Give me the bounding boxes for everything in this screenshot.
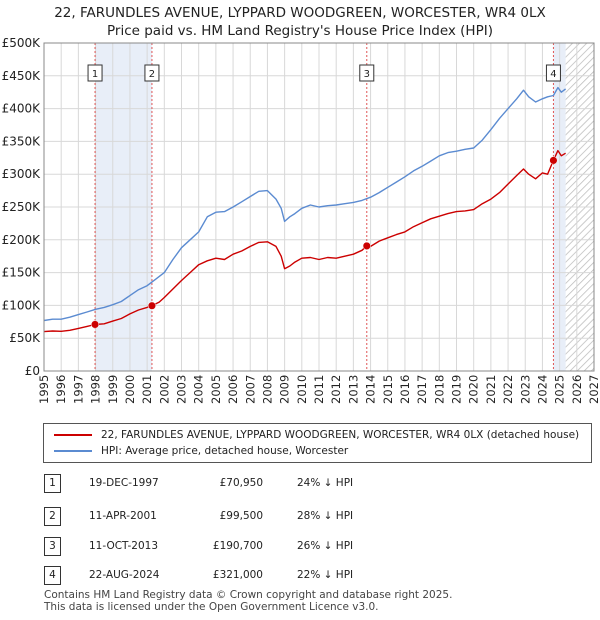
y-tick-label: £0 — [25, 364, 40, 378]
x-tick-label: 2006 — [226, 375, 240, 404]
hpi-series-line — [43, 86, 567, 322]
x-tick-label: 2015 — [381, 375, 395, 404]
footer-license: This data is licensed under the Open Gov… — [44, 601, 379, 613]
table-row: 1 19-DEC-1997 £70,950 24% ↓ HPI — [0, 474, 600, 494]
footer-copyright: Contains HM Land Registry data © Crown c… — [44, 589, 453, 601]
transaction-hpi-delta: 28% ↓ HPI — [297, 510, 354, 522]
y-tick-label: £250K — [2, 200, 42, 214]
transaction-point — [549, 156, 558, 165]
x-tick-label: 2007 — [243, 375, 257, 404]
y-tick-label: £200K — [2, 233, 42, 247]
transaction-date: 22-AUG-2024 — [89, 569, 160, 581]
transaction-number: 4 — [44, 566, 61, 585]
transaction-price: £99,500 — [219, 510, 263, 522]
x-tick-label: 2017 — [415, 375, 429, 404]
transaction-number: 1 — [44, 474, 61, 493]
transaction-point — [362, 241, 371, 250]
legend-swatch-hpi — [54, 450, 92, 452]
legend-swatch-property — [54, 434, 92, 436]
y-tick-label: £450K — [2, 69, 42, 83]
x-tick-label: 2019 — [450, 375, 464, 404]
transaction-point — [147, 301, 156, 310]
x-tick-label: 2018 — [432, 375, 446, 404]
transaction-marker-box — [545, 64, 561, 82]
x-tick-label: 2024 — [535, 375, 549, 404]
table-row: 2 11-APR-2001 £99,500 28% ↓ HPI — [0, 507, 600, 527]
x-tick-label: 2026 — [570, 375, 584, 404]
transaction-price: £190,700 — [212, 540, 263, 552]
transaction-number: 2 — [44, 507, 61, 526]
x-tick-label: 2000 — [123, 375, 137, 404]
x-tick-label: 2027 — [587, 375, 600, 404]
transaction-marker-box — [359, 64, 375, 82]
x-tick-label: 1998 — [89, 375, 103, 404]
transaction-point — [90, 320, 100, 329]
transaction-hpi-delta: 22% ↓ HPI — [297, 569, 354, 581]
transaction-marker-label: 4 — [550, 69, 556, 80]
legend-label-property: 22, FARUNDLES AVENUE, LYPPARD WOODGREEN,… — [101, 429, 580, 441]
legend: 22, FARUNDLES AVENUE, LYPPARD WOODGREEN,… — [43, 423, 592, 463]
x-tick-label: 2002 — [157, 375, 171, 404]
y-tick-label: £50K — [9, 331, 41, 345]
table-row: 4 22-AUG-2024 £321,000 22% ↓ HPI — [0, 566, 600, 586]
x-tick-label: 2003 — [175, 375, 189, 404]
transaction-hpi-delta: 26% ↓ HPI — [297, 540, 354, 552]
transaction-number: 3 — [44, 537, 61, 556]
transaction-hpi-delta: 24% ↓ HPI — [297, 477, 354, 489]
chart-title: 22, FARUNDLES AVENUE, LYPPARD WOODGREEN,… — [0, 4, 600, 40]
x-tick-label: 1995 — [37, 375, 51, 404]
x-tick-label: 2016 — [398, 375, 412, 404]
property-series-line — [43, 149, 566, 333]
legend-item-hpi: HPI: Average price, detached house, Worc… — [54, 443, 348, 459]
footer: Contains HM Land Registry data © Crown c… — [44, 589, 452, 613]
transaction-date: 19-DEC-1997 — [89, 477, 159, 489]
chart-title-line2: Price paid vs. HM Land Registry's House … — [107, 23, 493, 39]
x-tick-label: 2025 — [553, 375, 567, 404]
x-tick-label: 2005 — [209, 375, 223, 404]
legend-item-property: 22, FARUNDLES AVENUE, LYPPARD WOODGREEN,… — [54, 427, 579, 443]
chart: 1 2 3 4 £0 £50K £100K £150K £200K £250K £300K £350… — [2, 36, 600, 404]
y-tick-label: £100K — [2, 298, 42, 312]
x-tick-label: 2008 — [260, 375, 274, 404]
x-tick-label: 2020 — [467, 375, 481, 404]
transaction-marker-label: 2 — [149, 69, 155, 80]
plot-border — [43, 42, 595, 372]
transaction-date: 11-OCT-2013 — [89, 540, 158, 552]
transaction-marker-box — [87, 64, 103, 82]
x-tick-label: 1997 — [71, 375, 85, 404]
transaction-price: £70,950 — [219, 477, 263, 489]
transaction-marker-label: 3 — [364, 69, 370, 80]
y-tick-label: £400K — [2, 102, 42, 116]
x-tick-label: 2001 — [140, 375, 154, 404]
transaction-date: 11-APR-2001 — [89, 510, 157, 522]
transaction-marker-box — [144, 64, 160, 82]
table-row: 3 11-OCT-2013 £190,700 26% ↓ HPI — [0, 537, 600, 557]
x-tick-label: 2010 — [295, 375, 309, 404]
transaction-price: £321,000 — [212, 569, 263, 581]
chart-title-line1: 22, FARUNDLES AVENUE, LYPPARD WOODGREEN,… — [54, 5, 546, 21]
x-tick-label: 2004 — [192, 375, 206, 404]
x-tick-label: 2012 — [329, 375, 343, 404]
x-tick-label: 1996 — [54, 375, 68, 404]
x-tick-label: 2011 — [312, 375, 326, 404]
x-tick-label: 2009 — [278, 375, 292, 404]
x-tick-label: 2014 — [364, 375, 378, 404]
x-tick-label: 2013 — [346, 375, 360, 404]
y-tick-label: £350K — [2, 134, 42, 148]
x-tick-label: 2021 — [484, 375, 498, 404]
y-tick-label: £300K — [2, 167, 42, 181]
legend-label-hpi: HPI: Average price, detached house, Worc… — [101, 445, 349, 457]
x-tick-label: 2022 — [501, 375, 515, 404]
y-tick-label: £500K — [2, 36, 42, 50]
y-tick-label: £150K — [2, 266, 42, 280]
x-tick-label: 1999 — [106, 375, 120, 404]
transaction-marker-label: 1 — [92, 69, 98, 80]
x-tick-label: 2023 — [518, 375, 532, 404]
